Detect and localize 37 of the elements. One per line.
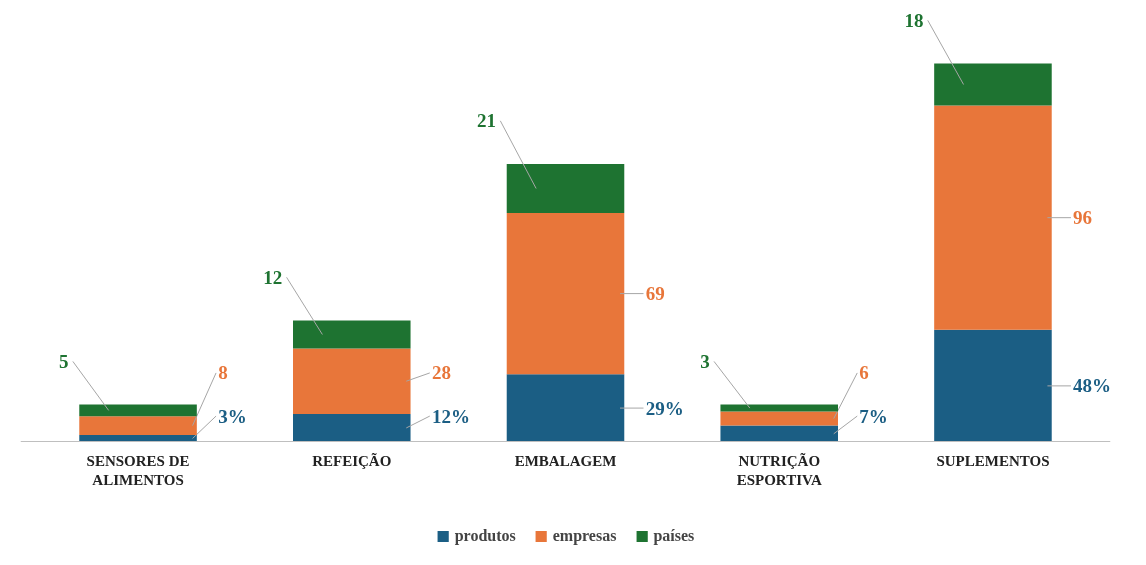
data-label: 7%: [859, 405, 888, 427]
data-label: 96: [1073, 207, 1093, 229]
data-label: 29%: [645, 397, 684, 419]
x-tick-label: REFEIÇÃO: [312, 451, 392, 469]
bar: [506, 374, 625, 442]
x-tick-label: SENSORES DE ALIMENTOS: [86, 452, 190, 489]
data-label: 5: [59, 350, 69, 372]
bar: [293, 413, 411, 442]
x-tick-label: NUTRIÇÃO ESPORTIVA: [736, 451, 822, 489]
bar: [720, 411, 838, 426]
data-label: 3%: [218, 405, 247, 427]
legend-label: países: [653, 527, 695, 545]
bar: [506, 213, 625, 375]
data-label: 8: [218, 362, 228, 384]
bar: [720, 425, 838, 442]
data-label: 6: [859, 362, 869, 384]
data-label: 12: [263, 266, 283, 288]
bar: [293, 320, 411, 349]
data-label: 12%: [431, 405, 470, 427]
bar: [720, 404, 838, 412]
data-label: 21: [477, 110, 497, 132]
bar: [934, 105, 1052, 330]
data-label: 3: [700, 350, 710, 372]
bar: [934, 63, 1052, 106]
legend-label: empresas: [552, 527, 617, 545]
data-label: 18: [904, 9, 924, 31]
data-label: 69: [645, 283, 665, 305]
bar: [506, 163, 625, 214]
bar: [934, 329, 1052, 442]
data-label: 28: [431, 362, 451, 384]
bar: [79, 416, 197, 435]
data-label: 48%: [1073, 375, 1112, 397]
x-tick-label: SUPLEMENTOS: [936, 452, 1050, 469]
bar: [293, 348, 411, 414]
bar: [79, 404, 197, 417]
x-tick-label: EMBALAGEM: [514, 452, 617, 469]
legend-label: produtos: [454, 527, 516, 545]
